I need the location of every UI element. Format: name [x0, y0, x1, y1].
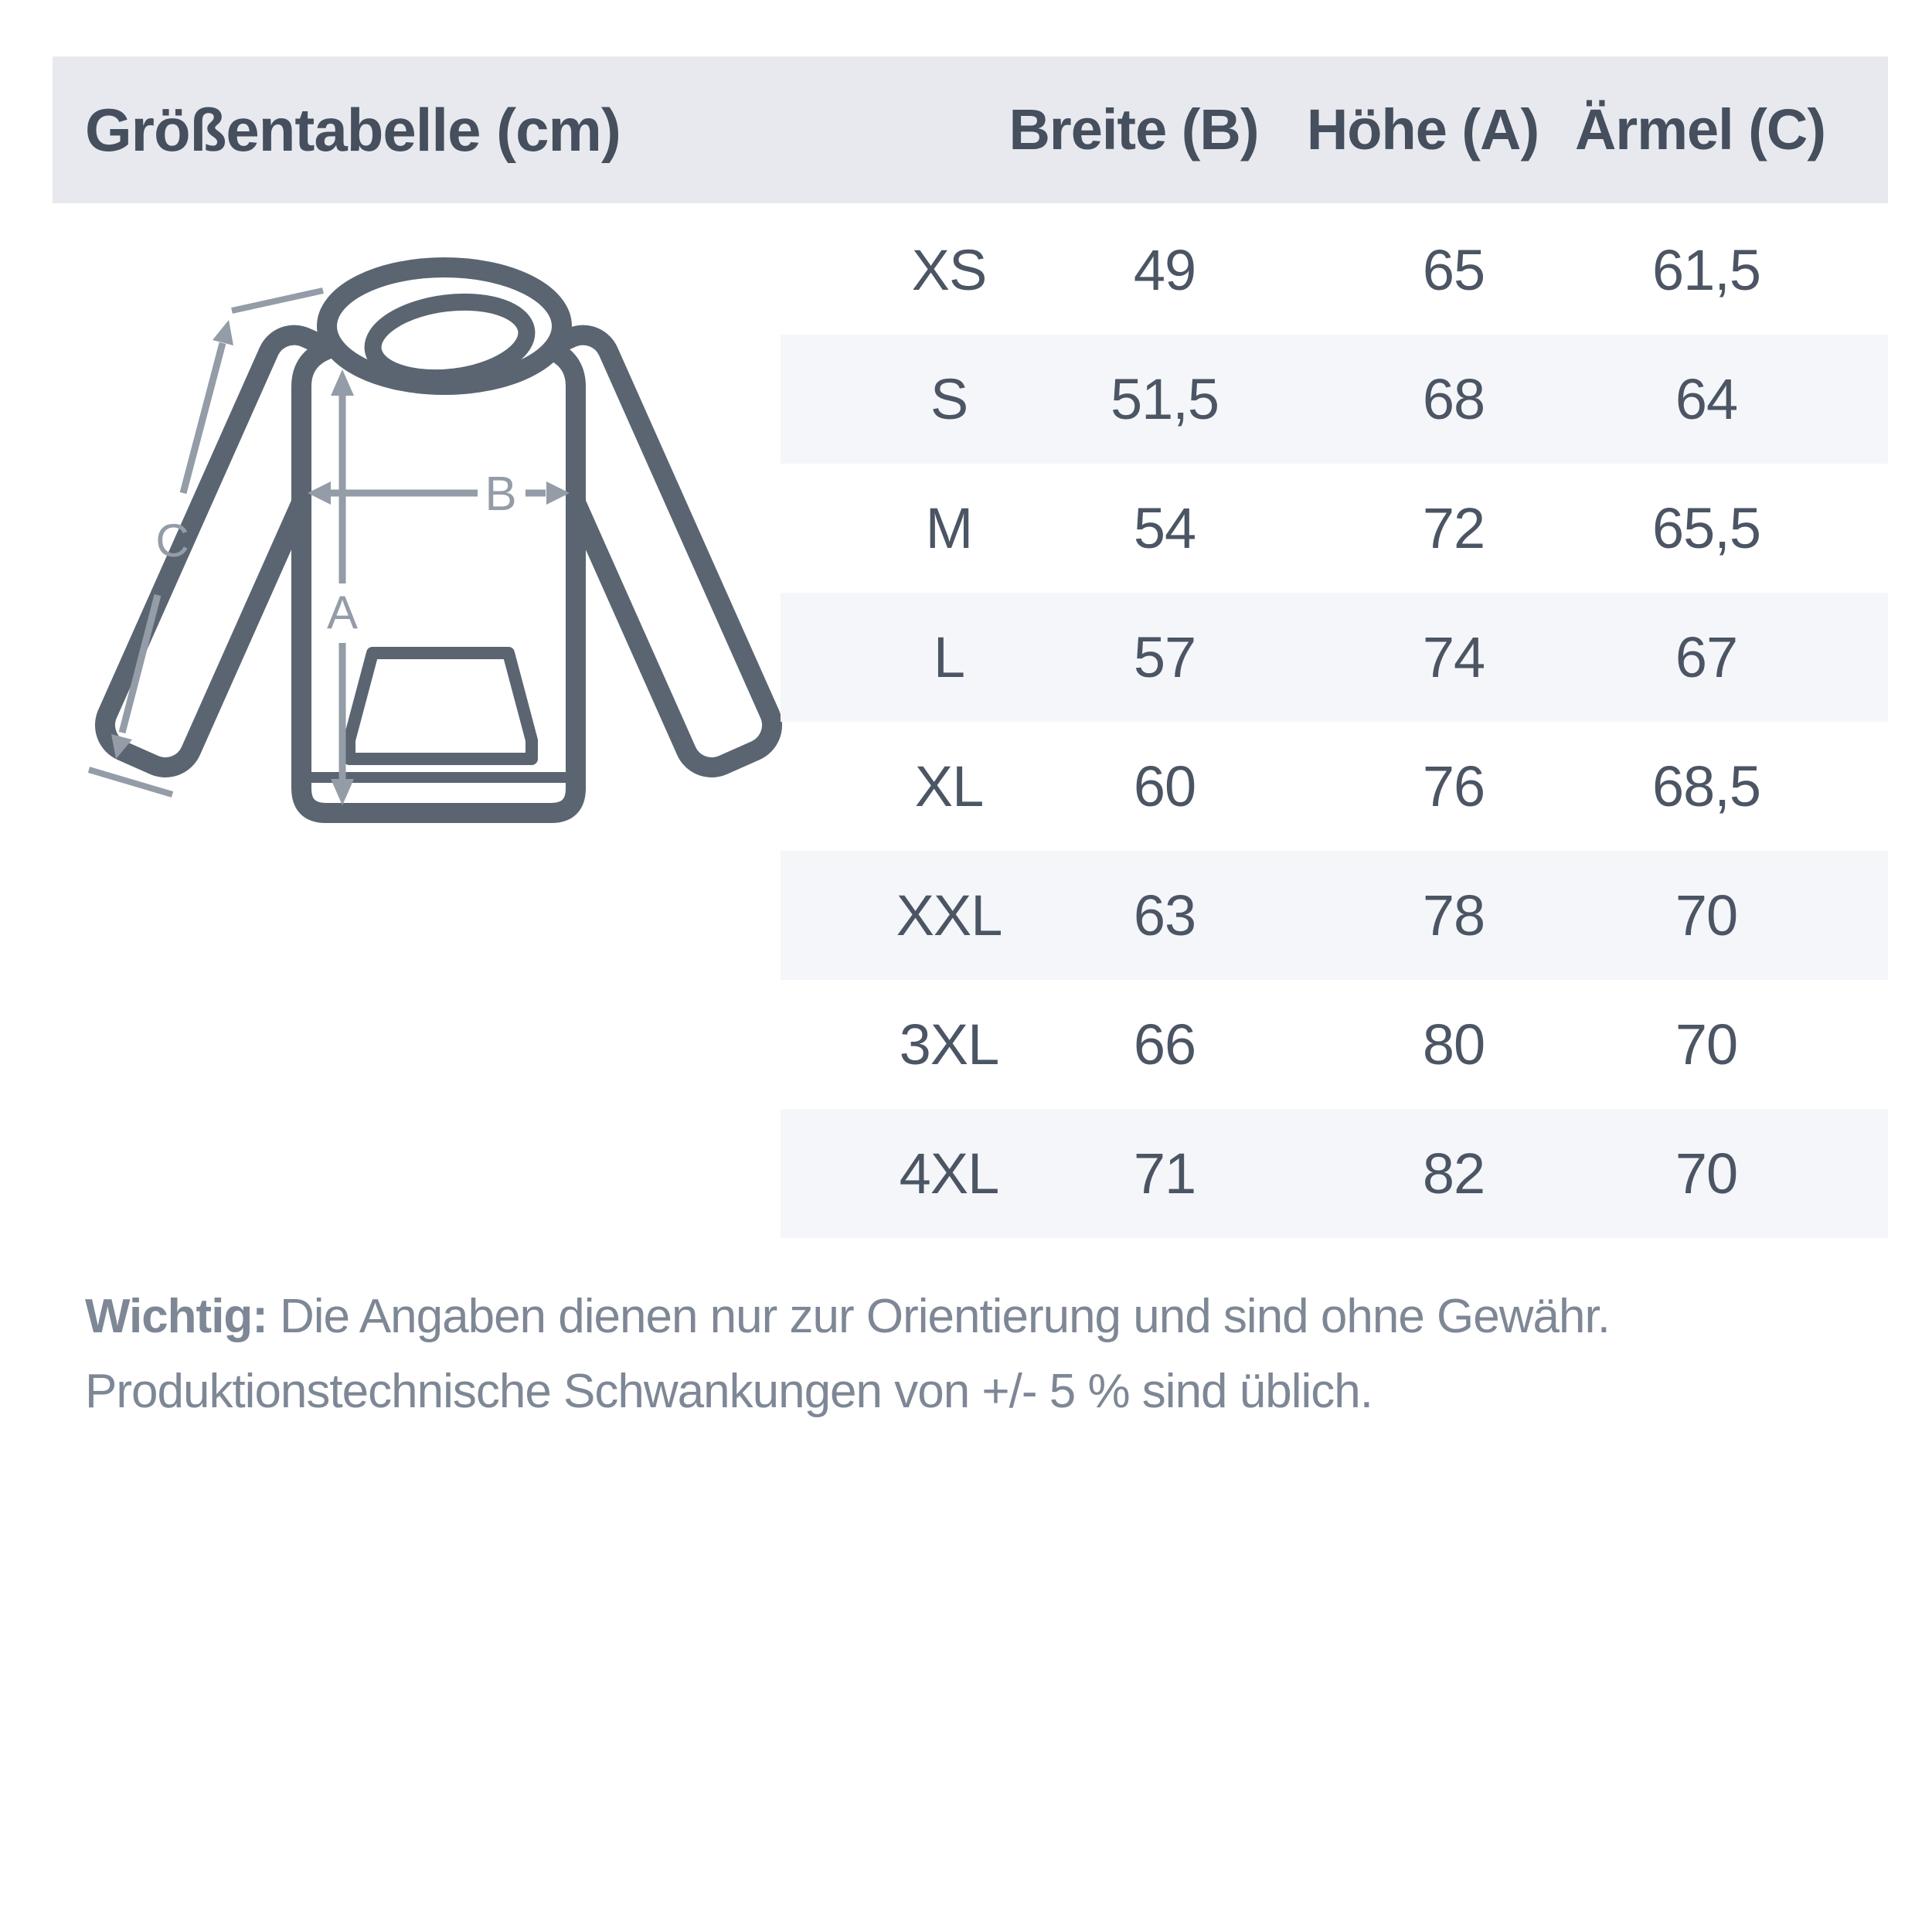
height-arrow-a — [331, 369, 354, 805]
disclaimer-note: Wichtig: Die Angaben dienen nur zur Orien… — [85, 1279, 1862, 1429]
column-header-breite: Breite (B) — [1009, 97, 1259, 162]
hoodie-measurement-diagram: A B C — [87, 257, 783, 823]
sleeve-arrow-c — [87, 287, 324, 798]
hoehe-value: 78 — [1422, 883, 1485, 947]
note-bold-label: Wichtig: — [85, 1290, 268, 1343]
note-line-2: Produktionstechnische Schwankungen von +… — [85, 1365, 1373, 1418]
aermel-value: 65,5 — [1651, 496, 1761, 560]
breite-value: 66 — [1133, 1012, 1196, 1077]
size-label: XXL — [896, 883, 1003, 947]
hoodie-hood-opening — [364, 293, 536, 387]
hoehe-value: 72 — [1422, 496, 1485, 560]
aermel-value: 70 — [1675, 1012, 1738, 1077]
breite-value: 57 — [1133, 625, 1196, 689]
aermel-value: 61,5 — [1651, 238, 1761, 302]
size-label: XL — [914, 754, 985, 818]
size-label: S — [930, 367, 968, 431]
table-row-4xl: 4XL 71 82 70 — [781, 1109, 1888, 1238]
breite-value: 71 — [1133, 1141, 1196, 1206]
table-row-xl: XL 60 76 68,5 — [781, 722, 1888, 851]
hoehe-value: 74 — [1422, 625, 1485, 689]
table-row-xs: XS 49 65 61,5 — [781, 206, 1888, 335]
hoehe-value: 82 — [1422, 1141, 1485, 1206]
breite-value: 51,5 — [1110, 367, 1219, 431]
table-row-3xl: 3XL 66 80 70 — [781, 980, 1888, 1109]
label-c: C — [155, 515, 189, 566]
hoodie-pocket — [343, 647, 538, 765]
column-header-hoehe: Höhe (A) — [1306, 97, 1539, 162]
breite-value: 49 — [1133, 238, 1196, 302]
aermel-value: 70 — [1675, 883, 1738, 947]
hoehe-value: 65 — [1422, 238, 1485, 302]
breite-value: 63 — [1133, 883, 1196, 947]
hoehe-value: 80 — [1422, 1012, 1485, 1077]
size-chart-title: Größentabelle (cm) — [85, 96, 621, 164]
size-chart-header: Größentabelle (cm) Breite (B) Höhe (A) Ä… — [53, 56, 1888, 203]
breite-value: 54 — [1133, 496, 1196, 560]
size-label: 4XL — [899, 1141, 1000, 1206]
size-label: XS — [911, 238, 988, 302]
size-label: L — [933, 625, 965, 689]
aermel-value: 67 — [1675, 625, 1738, 689]
table-row-xxl: XXL 63 78 70 — [781, 851, 1888, 980]
width-arrow-b — [308, 481, 570, 505]
table-row-s: S 51,5 68 64 — [781, 335, 1888, 464]
size-label: 3XL — [899, 1012, 1000, 1077]
breite-value: 60 — [1133, 754, 1196, 818]
label-b: B — [485, 468, 516, 521]
hoehe-value: 68 — [1422, 367, 1485, 431]
note-text-1: Die Angaben dienen nur zur Orientierung … — [279, 1290, 1611, 1343]
table-row-l: L 57 74 67 — [781, 593, 1888, 722]
column-header-aermel: Ärmel (C) — [1574, 97, 1826, 162]
aermel-value: 68,5 — [1651, 754, 1761, 818]
note-line-1: Wichtig: Die Angaben dienen nur zur Orien… — [85, 1279, 1862, 1354]
table-row-m: M 54 72 65,5 — [781, 464, 1888, 593]
size-table: XS 49 65 61,5 S 51,5 68 64 M 54 72 65,5 … — [781, 206, 1888, 1238]
aermel-value: 70 — [1675, 1141, 1738, 1206]
size-label: M — [925, 496, 974, 560]
hoehe-value: 76 — [1422, 754, 1485, 818]
label-a: A — [327, 587, 358, 638]
aermel-value: 64 — [1675, 367, 1738, 431]
